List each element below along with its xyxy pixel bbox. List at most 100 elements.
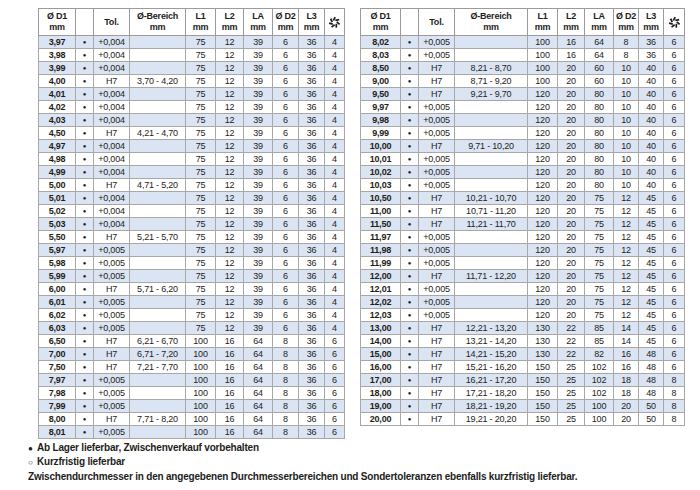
col-la-cell: 75 (585, 270, 614, 283)
col-bereich-cell (455, 257, 528, 270)
col-d1-cell: 10,02 (361, 166, 401, 179)
col-d2-cell: 12 (614, 231, 639, 244)
col-la-cell: 80 (585, 114, 614, 127)
col-d1-cell: 9,97 (361, 101, 401, 114)
col-l1-header: L1mm (528, 9, 558, 36)
col-d1-cell: 11,99 (361, 257, 401, 270)
col-l2-cell: 16 (558, 49, 585, 62)
table-row: 5,02●+0,0047512396364 (39, 205, 345, 218)
col-la-cell: 39 (244, 309, 273, 322)
col-tol-cell: H7 (419, 88, 455, 101)
col-d1-cell: 7,98 (39, 387, 76, 400)
col-tol-cell: +0,004 (94, 101, 130, 114)
col-l2-cell: 20 (558, 88, 585, 101)
col-bereich-cell (130, 49, 186, 62)
col-flutes-cell: 6 (664, 127, 685, 140)
col-d2-cell: 8 (273, 426, 299, 439)
col-flutes-cell: 8 (664, 374, 685, 387)
col-l3-cell: 36 (299, 309, 325, 322)
col-l3-cell: 40 (639, 101, 664, 114)
col-l2-cell: 20 (558, 140, 585, 153)
col-bereich-cell (455, 244, 528, 257)
col-l1-cell: 100 (186, 348, 216, 361)
col-d2-cell: 6 (273, 140, 299, 153)
col-bereich-cell: 9,21 - 9,70 (455, 88, 528, 101)
col-l1-cell: 75 (186, 192, 216, 205)
col-flutes-cell: 8 (664, 400, 685, 413)
col-la-cell: 39 (244, 36, 273, 49)
col-d1-cell: 6,50 (39, 335, 76, 348)
col-l3-cell: 36 (639, 49, 664, 62)
col-d1-cell: 7,50 (39, 361, 76, 374)
col-flutes-cell: 6 (664, 166, 685, 179)
col-la-cell: 39 (244, 179, 273, 192)
col-bereich-cell: 16,21 - 17,20 (455, 374, 528, 387)
table-row: 12,03●+0,005120207512456 (361, 309, 685, 322)
col-d2-cell: 6 (273, 127, 299, 140)
col-l2-cell: 12 (216, 140, 244, 153)
col-d1-cell: 3,99 (39, 62, 76, 75)
col-l1-cell: 100 (528, 75, 558, 88)
col-d2-cell: 10 (614, 166, 639, 179)
col-availability-cell: ● (401, 140, 419, 153)
col-l3-cell: 50 (639, 400, 664, 413)
col-l1-cell: 75 (186, 140, 216, 153)
col-d2-cell: 14 (614, 322, 639, 335)
col-la-cell: 75 (585, 218, 614, 231)
col-l2-cell: 16 (558, 36, 585, 49)
col-tol-cell: +0,004 (94, 166, 130, 179)
col-d2-cell: 6 (273, 192, 299, 205)
col-bereich-cell: 15,21 - 16,20 (455, 361, 528, 374)
col-bereich-cell (130, 257, 186, 270)
col-d2-cell: 6 (273, 153, 299, 166)
col-la-cell: 39 (244, 140, 273, 153)
col-bereich-cell: 3,70 - 4,20 (130, 75, 186, 88)
col-l2-cell: 20 (558, 257, 585, 270)
col-la-cell: 64 (244, 387, 273, 400)
col-bereich-cell (130, 36, 186, 49)
col-availability-cell: ● (401, 62, 419, 75)
col-availability-cell: ● (401, 283, 419, 296)
col-tol-cell: H7 (419, 348, 455, 361)
col-tol-cell: H7 (94, 179, 130, 192)
col-l1-cell: 75 (186, 153, 216, 166)
table-row: 4,01●+0,0047512396364 (39, 88, 345, 101)
col-d2-cell: 6 (273, 166, 299, 179)
col-l3-cell: 36 (299, 205, 325, 218)
col-la-cell: 80 (585, 153, 614, 166)
col-d2-cell: 10 (614, 88, 639, 101)
col-l1-cell: 120 (528, 309, 558, 322)
col-l1-cell: 75 (186, 296, 216, 309)
col-availability-cell: ● (401, 101, 419, 114)
flutes-icon (667, 15, 682, 30)
col-d1-cell: 5,98 (39, 257, 76, 270)
col-d2-cell: 6 (273, 309, 299, 322)
col-l1-cell: 130 (528, 348, 558, 361)
table-row: 6,03●+0,0057512396364 (39, 322, 345, 335)
col-flutes-cell: 4 (325, 62, 345, 75)
col-l2-cell: 16 (216, 335, 244, 348)
col-bereich-cell (130, 387, 186, 400)
col-l1-cell: 150 (528, 400, 558, 413)
col-l2-cell: 12 (216, 153, 244, 166)
col-flutes-cell: 4 (325, 140, 345, 153)
col-l3-header: L3mm (639, 9, 664, 36)
col-tol-cell: +0,004 (94, 88, 130, 101)
col-l3-cell: 36 (299, 192, 325, 205)
col-l1-cell: 75 (186, 257, 216, 270)
col-bereich-cell: 5,71 - 6,20 (130, 283, 186, 296)
col-d1-cell: 4,98 (39, 153, 76, 166)
col-tol-header: Tol. (94, 9, 130, 36)
table-row: 15,00●H714,21 - 15,20130228216486 (361, 348, 685, 361)
col-l3-cell: 36 (299, 348, 325, 361)
col-availability-cell: ● (401, 257, 419, 270)
col-d2-cell: 12 (614, 283, 639, 296)
col-l1-cell: 100 (528, 36, 558, 49)
col-l1-cell: 75 (186, 309, 216, 322)
col-bereich-cell (130, 153, 186, 166)
col-l2-cell: 12 (216, 127, 244, 140)
table-row: 4,98●+0,0047512396364 (39, 153, 345, 166)
col-bereich-cell (455, 179, 528, 192)
col-flutes-cell: 4 (325, 192, 345, 205)
col-l1-cell: 120 (528, 218, 558, 231)
